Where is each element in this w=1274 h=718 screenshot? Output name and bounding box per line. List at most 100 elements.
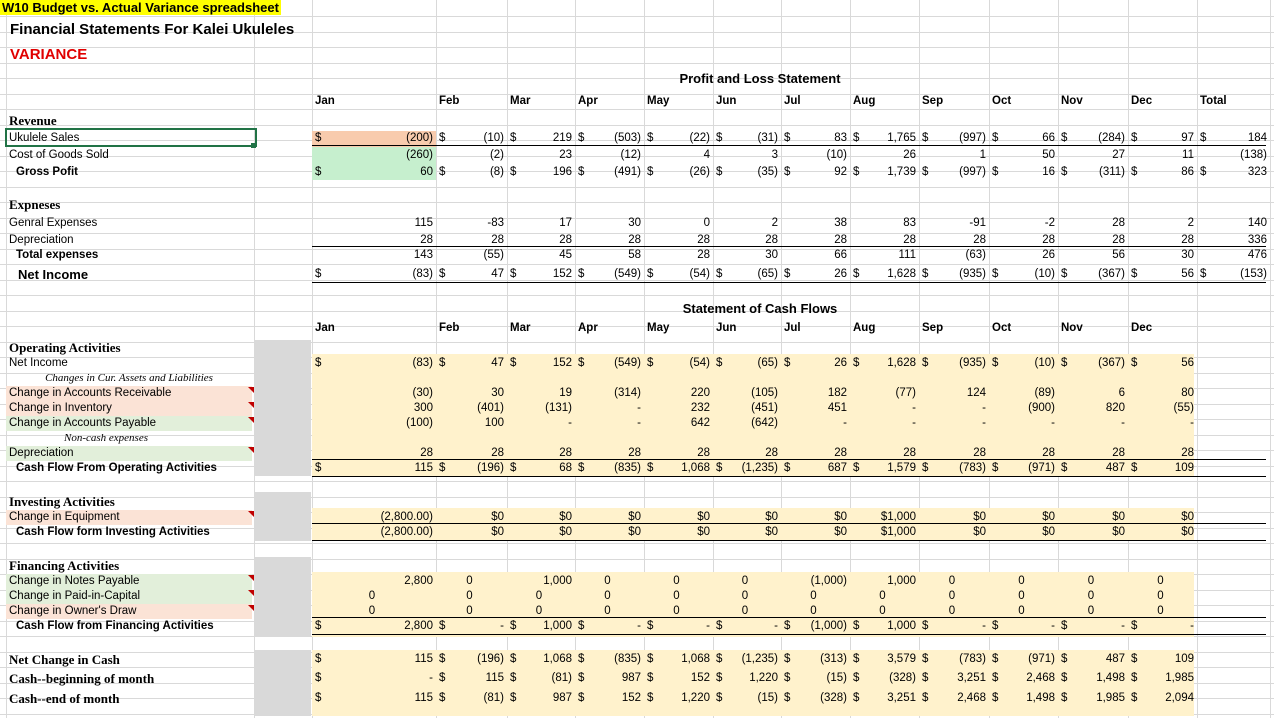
data-cell[interactable]: (491) [614, 166, 641, 178]
data-cell[interactable]: 115 [414, 462, 433, 474]
data-cell[interactable]: $1,000 [880, 526, 916, 538]
data-cell[interactable]: (1,000) [810, 575, 847, 587]
dollar-sign[interactable]: $ [439, 692, 446, 704]
data-cell[interactable]: (260) [406, 149, 433, 161]
data-cell[interactable]: (451) [751, 402, 778, 414]
data-cell[interactable]: (55) [1173, 402, 1194, 414]
dollar-sign[interactable]: $ [853, 166, 860, 178]
data-cell[interactable]: 109 [1174, 462, 1194, 474]
data-cell[interactable]: (549) [614, 268, 641, 280]
dollar-sign[interactable]: $ [510, 166, 517, 178]
data-cell[interactable]: (783) [959, 653, 986, 665]
data-cell[interactable]: 26 [903, 149, 916, 161]
data-cell[interactable]: 68 [559, 462, 572, 474]
row-label[interactable]: Change in Equipment [9, 511, 120, 523]
data-cell[interactable]: - [912, 402, 916, 414]
dollar-sign[interactable]: $ [578, 692, 585, 704]
row-label[interactable]: Change in Inventory [9, 402, 112, 414]
dollar-sign[interactable]: $ [784, 132, 791, 144]
dollar-sign[interactable]: $ [315, 268, 322, 280]
dollar-sign[interactable]: $ [922, 357, 929, 369]
dollar-sign[interactable]: $ [992, 653, 999, 665]
dollar-sign[interactable]: $ [578, 620, 585, 632]
data-cell[interactable]: 184 [1247, 132, 1267, 144]
row-label[interactable]: Cost of Goods Sold [9, 149, 109, 161]
data-cell[interactable]: 1,068 [543, 653, 572, 665]
dollar-sign[interactable]: $ [784, 166, 791, 178]
pl-month-header[interactable]: Feb [439, 95, 460, 107]
data-cell[interactable]: 28 [628, 447, 641, 459]
cf-month-header[interactable]: Oct [992, 322, 1012, 334]
data-cell[interactable]: 0 [673, 575, 680, 587]
data-cell[interactable]: 1,985 [1096, 692, 1125, 704]
cf-month-header[interactable]: Dec [1131, 322, 1153, 334]
data-cell[interactable]: 28 [420, 234, 433, 246]
comment-indicator[interactable] [248, 511, 254, 517]
row-label[interactable]: Change in Notes Payable [9, 575, 140, 587]
data-cell[interactable]: 0 [1087, 575, 1095, 587]
data-cell[interactable]: (31) [757, 132, 778, 144]
cf-month-header[interactable]: May [647, 322, 670, 334]
data-cell[interactable]: 6 [1118, 387, 1125, 399]
data-cell[interactable]: 300 [413, 402, 433, 414]
data-cell[interactable]: $0 [973, 526, 986, 538]
data-cell[interactable]: 196 [552, 166, 572, 178]
dollar-sign[interactable]: $ [716, 462, 723, 474]
data-cell[interactable]: 0 [1087, 605, 1095, 617]
data-cell[interactable]: (1,235) [741, 462, 778, 474]
dollar-sign[interactable]: $ [510, 672, 517, 684]
data-cell[interactable]: (196) [477, 462, 504, 474]
data-cell[interactable]: 66 [1042, 132, 1055, 144]
dollar-sign[interactable]: $ [647, 132, 654, 144]
dollar-sign[interactable]: $ [510, 620, 517, 632]
data-cell[interactable]: 2,468 [1026, 672, 1055, 684]
dollar-sign[interactable]: $ [1061, 672, 1068, 684]
data-cell[interactable]: 0 [1018, 605, 1025, 617]
dollar-sign[interactable]: $ [922, 620, 929, 632]
data-cell[interactable]: 115 [414, 217, 433, 229]
data-cell[interactable]: 1,739 [887, 166, 916, 178]
data-cell[interactable]: (997) [959, 166, 986, 178]
dollar-sign[interactable]: $ [922, 462, 929, 474]
data-cell[interactable]: 1,628 [887, 357, 916, 369]
comment-indicator[interactable] [248, 590, 254, 596]
row-label[interactable]: Change in Owner's Draw [9, 605, 137, 617]
data-cell[interactable]: 28 [1112, 447, 1125, 459]
data-cell[interactable]: 28 [903, 447, 916, 459]
pl-month-header[interactable]: Dec [1131, 95, 1153, 107]
data-cell[interactable]: 28 [1181, 447, 1194, 459]
dollar-sign[interactable]: $ [578, 462, 585, 474]
dollar-sign[interactable]: $ [647, 653, 654, 665]
data-cell[interactable]: $0 [628, 526, 641, 538]
dollar-sign[interactable]: $ [1200, 268, 1207, 280]
data-cell[interactable]: 152 [552, 357, 572, 369]
data-cell[interactable]: 0 [948, 590, 956, 602]
data-cell[interactable]: 182 [827, 387, 847, 399]
data-cell[interactable]: (12) [620, 149, 641, 161]
data-cell[interactable]: 1,000 [887, 620, 916, 632]
row-label[interactable]: Depreciation [9, 234, 74, 246]
data-cell[interactable]: - [982, 417, 986, 429]
data-cell[interactable]: 0 [741, 590, 749, 602]
row-label[interactable]: Net Income [18, 267, 89, 282]
pl-month-header[interactable]: Mar [510, 95, 531, 107]
data-cell[interactable]: 2,468 [957, 692, 986, 704]
pl-month-header[interactable]: Apr [578, 95, 598, 107]
data-cell[interactable]: 97 [1181, 132, 1194, 144]
data-cell[interactable]: - [843, 417, 847, 429]
data-cell[interactable]: 1,579 [887, 462, 916, 474]
data-cell[interactable]: 0 [604, 590, 611, 602]
data-cell[interactable]: 11 [1182, 149, 1194, 161]
data-cell[interactable]: 28 [697, 234, 710, 246]
row-label[interactable]: Depreciation [9, 447, 74, 459]
data-cell[interactable]: (2) [489, 149, 504, 161]
data-cell[interactable]: (77) [895, 387, 916, 399]
dollar-sign[interactable]: $ [1061, 357, 1068, 369]
data-cell[interactable]: 2,800 [404, 620, 433, 632]
data-cell[interactable]: - [1051, 417, 1055, 429]
dollar-sign[interactable]: $ [922, 132, 929, 144]
data-cell[interactable]: (54) [689, 268, 710, 280]
data-cell[interactable]: 987 [621, 672, 641, 684]
data-cell[interactable]: - [1051, 620, 1055, 632]
data-cell[interactable]: (314) [614, 387, 641, 399]
